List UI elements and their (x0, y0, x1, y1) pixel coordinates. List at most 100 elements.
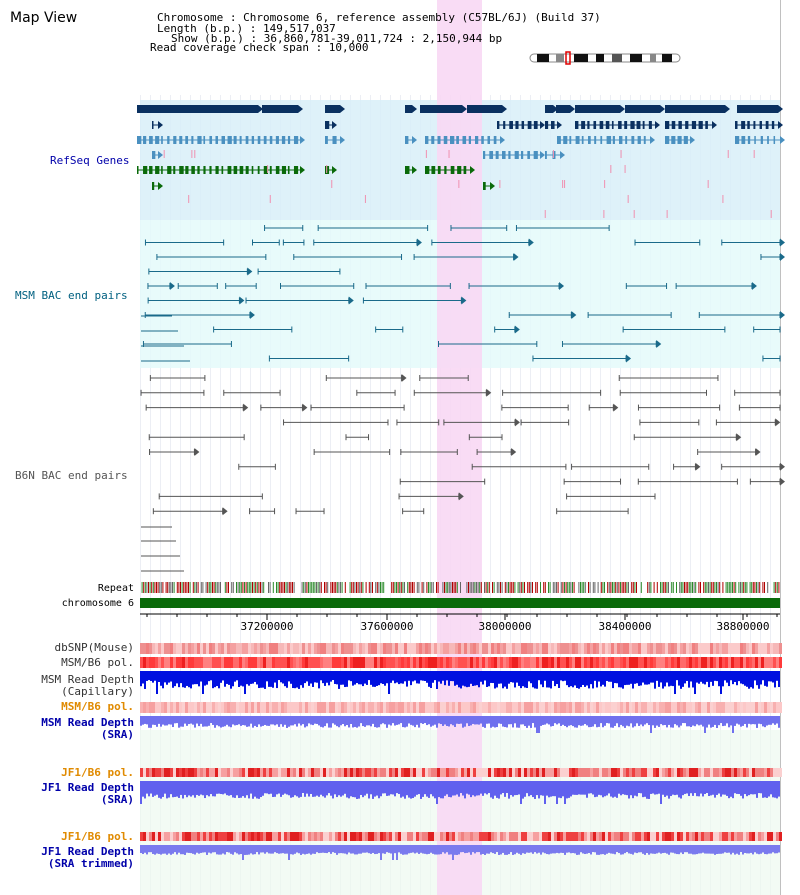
gene-feature[interactable] (425, 136, 505, 144)
bac-end-pair[interactable] (476, 448, 517, 456)
refseq-variant-mark[interactable] (448, 150, 450, 158)
refseq-variant-mark[interactable] (666, 210, 668, 218)
bac-end-pair[interactable] (325, 374, 407, 382)
bac-end-pair[interactable] (295, 508, 325, 515)
gene-feature[interactable] (556, 105, 575, 113)
bac-end-pair[interactable] (313, 449, 391, 455)
refseq-variant-mark[interactable] (194, 150, 196, 158)
b6n-bac-track[interactable] (140, 374, 785, 572)
bac-end-pair[interactable] (402, 508, 425, 515)
gene-feature[interactable] (325, 105, 345, 113)
bac-end-pair[interactable] (145, 403, 249, 412)
bac-end-pair[interactable] (375, 326, 404, 333)
refseq-variant-mark[interactable] (544, 210, 546, 218)
gene-feature[interactable] (735, 121, 783, 129)
bac-end-pair[interactable] (365, 283, 451, 289)
gene-feature[interactable] (575, 105, 625, 113)
gene-feature[interactable] (152, 182, 163, 190)
bac-end-pair[interactable] (223, 389, 281, 396)
gene-feature[interactable] (665, 121, 717, 129)
gene-feature[interactable] (497, 121, 545, 129)
refseq-variant-mark[interactable] (188, 195, 190, 203)
refseq-variant-mark[interactable] (326, 165, 328, 173)
refseq-variant-mark[interactable] (707, 180, 709, 188)
bac-end-pair[interactable] (268, 355, 350, 362)
bac-end-pair[interactable] (396, 419, 440, 426)
bac-end-pair[interactable] (400, 449, 458, 455)
gene-feature[interactable] (137, 136, 305, 144)
bac-end-pair[interactable] (413, 253, 519, 261)
gene-feature[interactable] (625, 105, 665, 113)
bac-end-pair[interactable] (140, 389, 205, 396)
bac-end-pair[interactable] (753, 326, 781, 333)
bac-end-pair[interactable] (443, 418, 520, 427)
refseq-variant-mark[interactable] (269, 195, 271, 203)
bac-end-pair[interactable] (502, 389, 602, 396)
bac-end-pair[interactable] (450, 225, 508, 231)
bac-end-pair[interactable] (508, 311, 577, 319)
bac-end-pair[interactable] (144, 311, 255, 319)
bac-end-pair[interactable] (563, 478, 622, 485)
bac-end-pair[interactable] (619, 389, 707, 396)
bac-end-pair[interactable] (587, 312, 672, 318)
refseq-variant-mark[interactable] (163, 150, 165, 158)
bac-end-pair[interactable] (637, 478, 738, 485)
refseq-variant-mark[interactable] (624, 165, 626, 173)
bac-end-pair[interactable] (282, 239, 305, 246)
refseq-variant-mark[interactable] (770, 210, 772, 218)
refseq-genes-track[interactable] (137, 105, 785, 218)
bac-end-pair[interactable] (279, 283, 355, 289)
bac-end-pair[interactable] (148, 434, 245, 441)
bac-end-pair[interactable] (260, 403, 308, 412)
gene-feature[interactable] (152, 121, 163, 129)
bac-end-pair[interactable] (147, 296, 245, 305)
bac-end-pair[interactable] (715, 418, 781, 427)
heat-track[interactable] (140, 768, 782, 777)
gene-feature[interactable] (575, 121, 660, 129)
refseq-variant-mark[interactable] (604, 180, 606, 188)
bac-end-pair[interactable] (675, 282, 757, 290)
bac-end-pair[interactable] (697, 448, 761, 456)
bac-end-pair[interactable] (622, 326, 726, 333)
bac-end-pair[interactable] (431, 238, 534, 247)
bac-end-pair[interactable] (639, 419, 700, 426)
gene-feature[interactable] (483, 151, 545, 159)
bac-end-pair[interactable] (156, 254, 267, 260)
bac-end-pair[interactable] (152, 507, 228, 516)
refseq-variant-mark[interactable] (603, 210, 605, 218)
read-depth-track[interactable] (140, 671, 780, 694)
bac-end-pair[interactable] (317, 225, 429, 231)
bac-end-pair[interactable] (721, 462, 785, 471)
bac-end-pair[interactable] (249, 508, 276, 515)
bac-end-pair[interactable] (293, 254, 403, 260)
bac-end-pair[interactable] (225, 283, 257, 289)
bac-end-pair[interactable] (721, 238, 785, 247)
gene-feature[interactable] (545, 151, 565, 159)
refseq-variant-mark[interactable] (267, 165, 269, 173)
bac-end-pair[interactable] (698, 311, 785, 319)
bac-end-pair[interactable] (149, 448, 200, 456)
bac-end-pair[interactable] (147, 282, 175, 290)
gene-feature[interactable] (137, 105, 263, 113)
bac-end-pair[interactable] (520, 419, 570, 426)
refseq-variant-mark[interactable] (620, 150, 622, 158)
bac-end-pair[interactable] (264, 225, 304, 231)
gene-feature[interactable] (737, 105, 783, 113)
bac-end-pair[interactable] (310, 404, 405, 411)
bac-end-pair[interactable] (501, 404, 569, 411)
bac-end-pair[interactable] (251, 239, 280, 246)
gene-feature[interactable] (545, 121, 562, 129)
bac-end-pair[interactable] (158, 493, 263, 500)
bac-end-pair[interactable] (561, 340, 662, 348)
refseq-variant-mark[interactable] (425, 150, 427, 158)
bac-end-pair[interactable] (345, 434, 370, 441)
gene-feature[interactable] (483, 182, 495, 190)
refseq-variant-mark[interactable] (364, 195, 366, 203)
refseq-variant-mark[interactable] (727, 150, 729, 158)
bac-end-pair[interactable] (419, 375, 469, 381)
bac-end-pair[interactable] (588, 403, 619, 412)
bac-end-pair[interactable] (398, 492, 464, 501)
gene-feature[interactable] (262, 105, 303, 113)
heat-track[interactable] (140, 832, 782, 841)
refseq-variant-mark[interactable] (191, 150, 193, 158)
